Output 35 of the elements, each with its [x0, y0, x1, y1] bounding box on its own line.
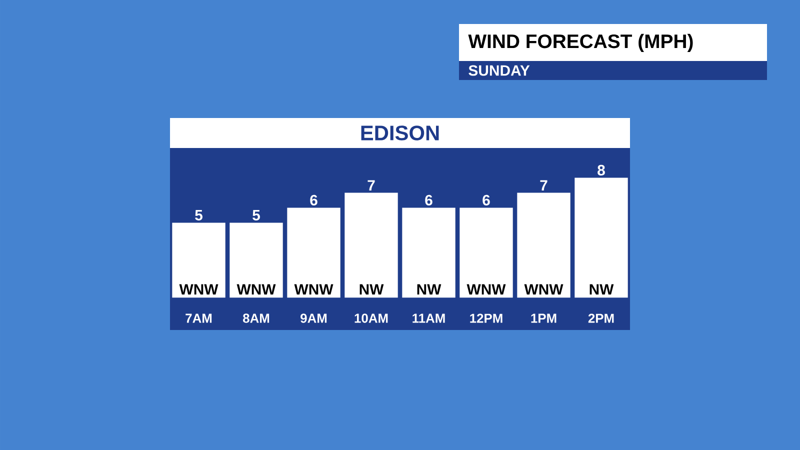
bar [344, 192, 398, 298]
data-label: 7 [540, 180, 548, 190]
annotation: WNW [179, 284, 218, 294]
data-label: 8 [598, 164, 605, 176]
text: EDISON [361, 126, 439, 140]
annotation: WNW [236, 284, 276, 294]
x-tick-label: 11AM [412, 314, 445, 323]
annotation: NW [417, 284, 442, 294]
x-tick-label: 2PM [588, 314, 614, 323]
annotation: NW [360, 284, 384, 294]
x-tick-label: 8AM [242, 314, 270, 323]
chart-subtitle: SUNDAY [468, 65, 530, 76]
bar [230, 222, 283, 298]
bar [287, 208, 340, 298]
data-label: 5 [252, 210, 260, 220]
bar [574, 178, 628, 298]
data-label: 7 [368, 180, 375, 190]
x-tick-label: 7AM [186, 314, 212, 323]
x-tick-label: 1PM [531, 314, 556, 323]
annotation: WNW [294, 284, 334, 294]
bar [517, 192, 570, 298]
data-label: 6 [482, 194, 490, 206]
x-tick-label: 10AM [354, 314, 388, 323]
annotation: NW [590, 284, 614, 294]
annotation: WNW [466, 284, 506, 294]
annotation: WNW [524, 284, 564, 294]
data-label: 6 [310, 194, 318, 206]
bar [172, 222, 226, 298]
data-label: 5 [195, 210, 202, 220]
x-tick-label: 9AM [300, 314, 327, 323]
data-label: 6 [425, 194, 432, 206]
x-tick-label: 12PM [470, 314, 502, 323]
chart-title: WIND FORECAST (MPH) [468, 34, 693, 52]
bar [402, 208, 456, 298]
bar [460, 208, 513, 298]
